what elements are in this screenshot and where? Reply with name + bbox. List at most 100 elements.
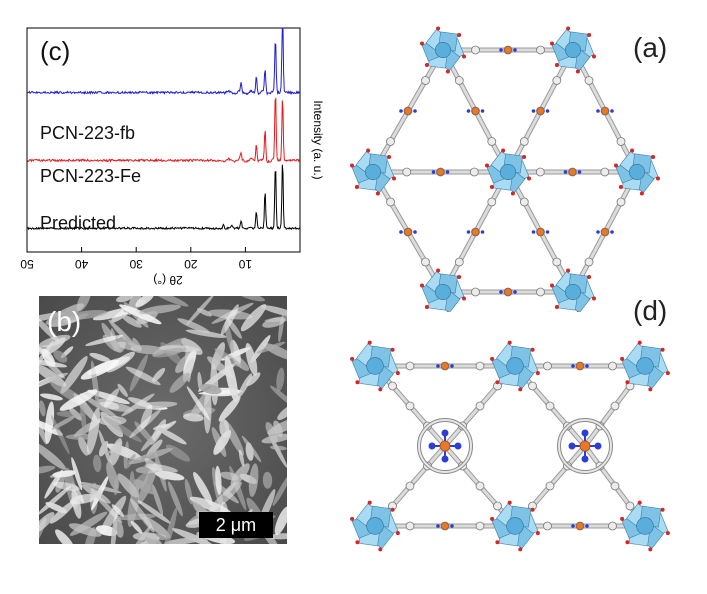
crystal <box>39 485 72 516</box>
crystal <box>39 363 67 387</box>
crystal <box>53 481 80 491</box>
crystal <box>127 397 153 408</box>
crystal <box>116 296 133 303</box>
crystal <box>240 304 267 332</box>
porphyrin-linker <box>440 48 511 174</box>
crystal <box>269 434 287 468</box>
crystal <box>50 415 70 455</box>
crystal <box>93 454 102 473</box>
crystal <box>89 352 111 362</box>
crystal <box>78 436 89 456</box>
crystal <box>262 471 273 489</box>
porphyrin-linker <box>443 45 573 55</box>
zr-cluster <box>490 340 540 392</box>
crystal <box>45 502 68 514</box>
y-axis-label: Intensity (a. u.) <box>311 100 325 179</box>
crystal <box>262 317 286 328</box>
crystal <box>39 338 56 365</box>
crystal <box>256 341 286 354</box>
cluster-group-a <box>350 26 660 312</box>
crystal <box>152 367 166 382</box>
crystal <box>44 359 65 379</box>
crystal <box>51 415 76 430</box>
crystal <box>44 401 55 444</box>
crystal <box>39 465 56 475</box>
panel-d-label: (d) <box>633 295 668 326</box>
crystal <box>171 528 214 544</box>
crystal <box>39 512 55 534</box>
zr-cluster <box>420 26 466 74</box>
porphyrin-linker <box>505 48 576 174</box>
porphyrin-linker <box>570 170 640 294</box>
crystal <box>277 404 287 421</box>
panel-b-label: (b) <box>47 306 82 337</box>
zr-cluster <box>550 268 596 312</box>
x-tick-label: 40 <box>75 257 89 271</box>
crystal <box>177 318 210 334</box>
crystal <box>39 316 60 343</box>
series-line-pcn-223-fb <box>27 27 301 96</box>
porphyrin-linker <box>443 287 573 297</box>
crystal <box>152 347 184 358</box>
zr-cluster <box>620 500 670 552</box>
crystal <box>71 457 83 491</box>
crystal <box>146 439 163 457</box>
crystal <box>169 372 190 393</box>
porphyrin-linker <box>375 361 515 371</box>
crystal <box>260 305 287 318</box>
crystal <box>140 404 153 429</box>
crystal <box>276 367 285 392</box>
zr-cluster <box>490 500 540 552</box>
porphyrin-linker <box>373 167 508 177</box>
crystal <box>185 329 227 338</box>
crystal <box>144 457 167 481</box>
porphyrin-linker <box>440 170 511 294</box>
panel-a-label: (a) <box>633 32 668 63</box>
x-tick-label: 50 <box>20 257 34 271</box>
crystal <box>274 506 287 535</box>
crystal <box>117 383 128 397</box>
crystal <box>60 356 88 394</box>
x-tick-label: 10 <box>238 257 252 271</box>
xrd-series-group <box>26 27 301 231</box>
crystal <box>246 372 261 387</box>
cluster-group-d <box>350 340 670 552</box>
crystal <box>230 463 250 486</box>
crystal <box>163 507 178 544</box>
crystal <box>238 449 245 467</box>
crystal <box>132 337 142 352</box>
xrd-plot-frame <box>26 27 301 253</box>
porphyrin-linker <box>515 361 645 371</box>
crystal <box>109 441 122 454</box>
crystal <box>39 312 65 324</box>
x-tick-label: 30 <box>129 257 143 271</box>
crystal <box>241 435 262 463</box>
crystal <box>267 417 287 435</box>
crystal <box>237 373 253 399</box>
crystal <box>220 304 239 336</box>
crystal <box>45 303 85 325</box>
sem-image: (b) <box>39 296 287 544</box>
crystal <box>87 407 100 455</box>
crystal <box>270 385 287 409</box>
porphyrin-linker <box>505 170 576 294</box>
zr-cluster <box>420 268 466 312</box>
crystal <box>52 470 76 478</box>
crystal <box>203 389 212 434</box>
crystal <box>80 400 87 436</box>
scale-bar: 2 μm <box>199 512 273 538</box>
crystal <box>39 334 71 348</box>
porphyrin-linker <box>375 521 515 531</box>
crystal <box>110 511 118 544</box>
crystal <box>128 447 173 465</box>
crystal <box>152 423 171 430</box>
porphyrin-linker <box>508 167 637 177</box>
crystal <box>135 296 155 308</box>
crystal <box>268 533 287 540</box>
crystal <box>59 389 98 411</box>
crystal <box>98 429 113 470</box>
crystal <box>213 429 232 455</box>
crystal <box>248 463 259 498</box>
crystal <box>165 444 191 462</box>
